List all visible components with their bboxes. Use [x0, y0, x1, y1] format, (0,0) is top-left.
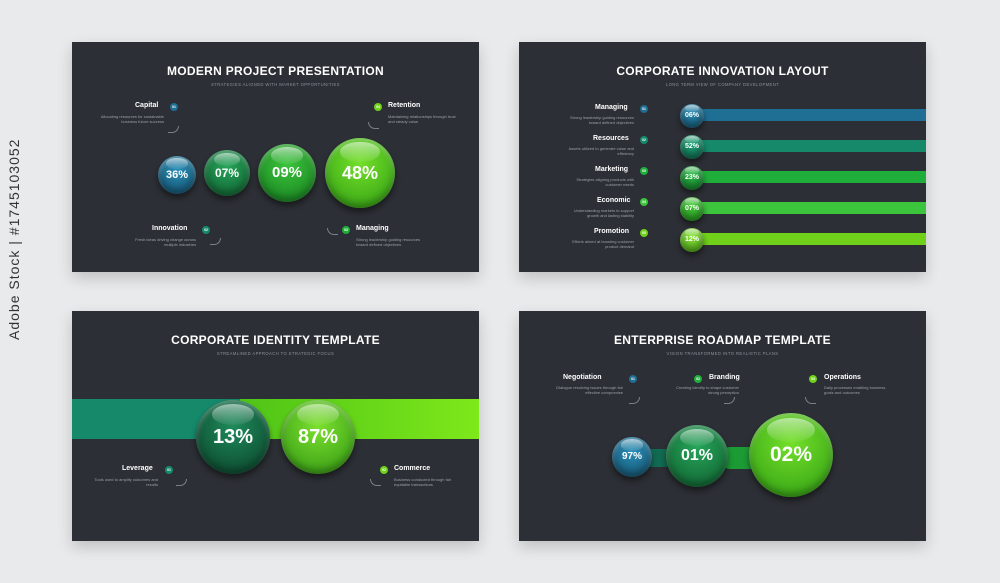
- desc-commerce: Business conducted through fair equitabl…: [394, 477, 452, 487]
- connector: [724, 397, 735, 404]
- desc-promotion: Efforts aimed at boosting customer produ…: [572, 239, 634, 249]
- badge-02: 02: [380, 466, 388, 474]
- label-promotion: Promotion: [594, 228, 629, 235]
- connector: [168, 126, 179, 133]
- connector: [370, 479, 381, 486]
- desc-economic: Understanding markets to support growth …: [573, 208, 634, 218]
- slide-corporate-innovation: CORPORATE INNOVATION LAYOUT LONG TERM VI…: [519, 42, 926, 272]
- slide-enterprise-roadmap: ENTERPRISE ROADMAP TEMPLATE VISION TRANS…: [519, 311, 926, 541]
- label-resources: Resources: [593, 135, 629, 142]
- label-commerce: Commerce: [394, 465, 431, 472]
- desc-managing: Strong leadership guiding resources towa…: [356, 237, 421, 247]
- bar-marketing: [691, 171, 926, 183]
- slide-title: CORPORATE INNOVATION LAYOUT: [616, 64, 829, 78]
- slide-modern-project: MODERN PROJECT PRESENTATION STRATEGIES A…: [72, 42, 479, 272]
- desc-leverage: Tools used to amplify outcomes and resul…: [94, 477, 158, 487]
- slide-subtitle: STREAMLINED APPROACH TO STRATEGIC FOCUS: [216, 351, 335, 356]
- ball-87: 87%: [281, 400, 355, 474]
- connector: [327, 228, 338, 235]
- desc-retention: Maintaining relationships through trust …: [388, 114, 456, 124]
- bar-resources: [691, 140, 926, 152]
- desc-resources: Assets utilized to generate value and ef…: [568, 146, 634, 156]
- ball-09: 09%: [258, 144, 316, 202]
- desc-capital: Allocating resources for sustainable bus…: [100, 114, 164, 124]
- connector: [805, 397, 816, 404]
- ball-97: 97%: [612, 437, 652, 477]
- label-operations: Operations: [824, 374, 861, 381]
- badge-02: 02: [202, 226, 210, 234]
- ball-36: 36%: [158, 156, 196, 194]
- desc-operations: Daily processes enabling business goals …: [824, 385, 886, 395]
- badge-02: 02: [640, 136, 648, 144]
- slide-title: CORPORATE IDENTITY TEMPLATE: [171, 333, 380, 347]
- ball-13: 13%: [196, 400, 270, 474]
- badge-01: 01: [165, 466, 173, 474]
- ball-02: 02%: [749, 413, 833, 497]
- bar-economic: [691, 202, 926, 214]
- label-marketing: Marketing: [595, 166, 629, 173]
- badge-01: 01: [640, 105, 648, 113]
- label-managing: Managing: [356, 225, 389, 232]
- label-capital: Capital: [135, 102, 159, 109]
- label-retention: Retention: [388, 102, 421, 109]
- watermark: Adobe Stock | #1745103052: [6, 138, 22, 340]
- connector: [368, 122, 379, 129]
- ball-48: 48%: [325, 138, 395, 208]
- label-leverage: Leverage: [122, 465, 153, 472]
- badge-03: 03: [342, 226, 350, 234]
- connector: [629, 397, 640, 404]
- ball-52: 52%: [680, 135, 704, 159]
- slide-subtitle: LONG TERM VIEW OF COMPANY DEVELOPMENT: [665, 82, 780, 87]
- bar-managing: [691, 109, 926, 121]
- slide-subtitle: STRATEGIES ALIGNED WITH MARKET OPPORTUNI…: [211, 82, 340, 87]
- badge-03: 03: [809, 375, 817, 383]
- label-managing: Managing: [595, 104, 628, 111]
- ball-12: 12%: [680, 228, 704, 252]
- bar-promotion: [691, 233, 926, 245]
- slide-subtitle: VISION TRANSFORMED INTO REALISTIC PLANS: [666, 351, 779, 356]
- ball-23: 23%: [680, 166, 704, 190]
- connector: [176, 479, 187, 486]
- badge-04: 04: [374, 103, 382, 111]
- ball-06: 06%: [680, 104, 704, 128]
- desc-innovation: Fresh ideas driving change across multip…: [135, 237, 196, 247]
- badge-05: 05: [640, 229, 648, 237]
- slide-title: ENTERPRISE ROADMAP TEMPLATE: [613, 333, 831, 347]
- label-innovation: Innovation: [152, 225, 188, 232]
- badge-01: 01: [170, 103, 178, 111]
- ball-01: 01%: [666, 425, 728, 487]
- slide-corporate-identity: CORPORATE IDENTITY TEMPLATE STREAMLINED …: [72, 311, 479, 541]
- badge-03: 03: [640, 167, 648, 175]
- band-right: [240, 399, 479, 439]
- desc-negotiation: Dialogue resolving issues through fair e…: [556, 385, 623, 395]
- badge-04: 04: [640, 198, 648, 206]
- desc-branding: Creating identity to shape customer stro…: [676, 385, 739, 395]
- connector: [210, 238, 221, 245]
- slide-title: MODERN PROJECT PRESENTATION: [166, 64, 384, 78]
- desc-marketing: Strategies aligning products with custom…: [576, 177, 634, 187]
- desc-managing: Strong leadership guiding resources towa…: [569, 115, 634, 125]
- label-negotiation: Negotiation: [563, 374, 602, 381]
- badge-01: 01: [629, 375, 637, 383]
- label-branding: Branding: [709, 374, 740, 381]
- label-economic: Economic: [597, 197, 631, 204]
- ball-07: 07%: [680, 197, 704, 221]
- badge-02: 02: [694, 375, 702, 383]
- ball-07: 07%: [204, 150, 250, 196]
